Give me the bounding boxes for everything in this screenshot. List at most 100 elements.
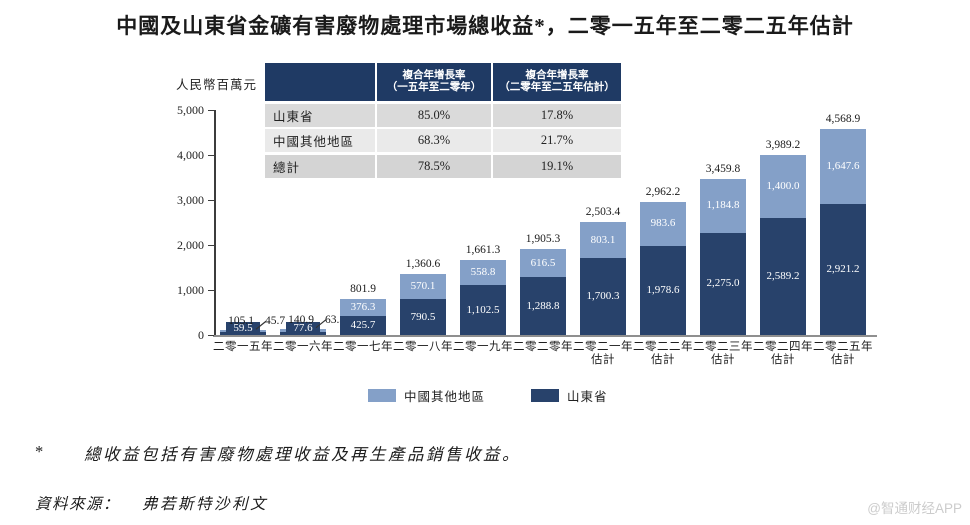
bar-total-label: 1,360.6	[405, 257, 441, 270]
cagr-header-col1: 複合年增長率 （一五年至二零年）	[377, 63, 491, 101]
x-axis-category-label: 二零一七年	[333, 341, 393, 353]
bar-segment-rest-of-china	[460, 260, 506, 286]
bar-total-label: 801.9	[350, 282, 376, 295]
bar-segment-shandong	[460, 285, 506, 335]
y-axis-tick	[208, 199, 214, 201]
x-axis-category-label-line2: 估計	[711, 354, 735, 366]
cagr-table: 複合年增長率 （一五年至二零年） 複合年增長率 （二零年至二五年估計） 山東省 …	[265, 63, 621, 178]
bar-segment-shandong	[520, 277, 566, 335]
y-axis-line	[214, 110, 216, 337]
cagr-header-col2: 複合年增長率 （二零年至二五年估計）	[493, 63, 621, 101]
bar-value-label-shandong: 1,102.5	[466, 303, 500, 316]
bar-value-label-rest-of-china: 1,647.6	[826, 159, 860, 172]
bar-segment-rest-of-china	[340, 298, 386, 316]
x-axis-category-label: 二零二三年	[693, 341, 753, 353]
x-axis-category-label-line2: 估計	[771, 354, 795, 366]
cagr-row-shandong-v1: 85.0%	[377, 103, 491, 127]
legend-label-shandong: 山東省	[567, 390, 608, 404]
x-axis-category-label: 二零二四年	[753, 341, 813, 353]
cagr-row-total-v1: 78.5%	[377, 154, 491, 178]
cagr-row-total-label: 總計	[265, 154, 375, 178]
bar-value-label-rest-of-china: 570.1	[410, 280, 436, 293]
source-line: 資料來源： 弗若斯特沙利文	[35, 492, 268, 514]
bar-value-label-shandong: 1,978.6	[646, 283, 680, 296]
x-axis-category-label: 二零二五年	[813, 341, 873, 353]
x-axis-category-label-line2: 估計	[651, 354, 675, 366]
x-axis-category-label: 二零一九年	[453, 341, 513, 353]
bar-value-label-shandong: 1,288.8	[526, 299, 560, 312]
bar-total-label: 1,905.3	[525, 233, 561, 246]
page-title: 中國及山東省金礦有害廢物處理市場總收益*，二零一五年至二零二五年估計	[116, 14, 854, 38]
y-axis-tick-label: 5,000	[177, 103, 204, 117]
source-value: 弗若斯特沙利文	[142, 496, 269, 513]
y-axis-tick	[208, 334, 214, 336]
x-axis-category-label: 二零一五年	[213, 341, 273, 353]
x-axis-category-label: 二零一八年	[393, 341, 453, 353]
legend-label-rest-of-china: 中國其他地區	[404, 390, 486, 404]
cagr-header-empty	[265, 63, 375, 101]
bar-segment-shandong	[580, 258, 626, 335]
bar-segment-rest-of-china	[400, 273, 446, 300]
y-axis-tick-label: 3,000	[177, 193, 204, 207]
x-axis-category-label-line2: 估計	[831, 354, 855, 366]
bar-value-label-rest-of-china: 803.1	[590, 233, 616, 246]
bar-total-label: 2,962.2	[645, 185, 681, 198]
legend-item-rest-of-china: 中國其他地區	[368, 386, 485, 405]
cagr-row-restofchina-v1: 68.3%	[377, 129, 491, 152]
cagr-header-col1-line1: 複合年增長率	[402, 69, 466, 81]
y-axis-tick-label: 1,000	[177, 283, 204, 297]
bar-segment-shandong	[760, 218, 806, 335]
bar-total-label: 4,568.9	[825, 113, 861, 126]
cagr-row-shandong-label: 山東省	[265, 103, 375, 127]
cagr-header-col2-line2: （二零年至二五年估計）	[499, 82, 615, 93]
bar-value-label-shandong: 2,589.2	[766, 270, 800, 283]
bar-value-label-shandong: 425.7	[350, 318, 376, 331]
bar-segment-rest-of-china	[700, 179, 746, 233]
bar-value-label-rest-of-china: 616.5	[530, 256, 556, 269]
bar-total-label: 3,459.8	[705, 163, 741, 176]
source-label: 資料來源：	[35, 496, 121, 513]
footnote-marker: *	[35, 442, 44, 461]
x-axis-category-label: 二零二零年	[513, 341, 573, 353]
bar-total-label: 1,661.3	[465, 244, 501, 257]
y-axis-tick-label: 2,000	[177, 238, 204, 252]
bar-value-label-rest-of-china: 558.8	[470, 266, 496, 279]
bar-total-label: 105.1	[228, 315, 254, 328]
cagr-row-restofchina-v2: 21.7%	[493, 129, 621, 152]
watermark: @智通财经APP	[867, 501, 962, 516]
y-axis-tick	[208, 244, 214, 246]
bar-segment-shandong	[400, 299, 446, 335]
y-axis-tick-label: 4,000	[177, 148, 204, 162]
x-axis-category-label: 二零一六年	[273, 341, 333, 353]
bar-segment-rest-of-china	[640, 201, 686, 246]
bar-total-label: 3,989.2	[765, 139, 801, 152]
bar-segment-rest-of-china	[820, 129, 866, 204]
y-axis-unit-label: 人民幣百萬元	[176, 78, 258, 92]
bar-value-callout-rest-of-china: 45.7	[264, 315, 286, 328]
bar-value-badge-shandong: 77.6	[286, 322, 320, 335]
bar-value-label-shandong: 2,275.0	[706, 277, 740, 290]
bar-segment-rest-of-china	[580, 222, 626, 259]
bar-value-badge-shandong: 59.5	[226, 322, 260, 335]
bar-segment-shandong	[340, 315, 386, 335]
cagr-row-shandong-v2: 17.8%	[493, 103, 621, 127]
bar-value-label-shandong: 1,700.3	[586, 290, 620, 303]
bar-value-label-shandong: 2,921.2	[826, 262, 860, 275]
y-axis-tick-label: 0	[198, 328, 204, 342]
x-axis-line	[213, 334, 877, 337]
bar-value-label-rest-of-china: 376.3	[350, 300, 376, 313]
y-axis-tick	[208, 289, 214, 291]
legend-swatch-shandong	[531, 389, 559, 402]
bar-total-label: 140.9	[288, 313, 314, 326]
bar-value-label-rest-of-china: 1,400.0	[766, 180, 800, 193]
bar-total-label: 2,503.4	[585, 206, 621, 219]
y-axis-tick	[208, 154, 214, 156]
legend-swatch-rest-of-china	[368, 389, 396, 402]
cagr-row-total-v2: 19.1%	[493, 154, 621, 178]
bar-value-label-rest-of-china: 983.6	[650, 217, 676, 230]
cagr-row-restofchina-label: 中國其他地區	[265, 129, 375, 152]
bar-value-label-shandong: 790.5	[410, 310, 436, 323]
cagr-header-col2-line1: 複合年增長率	[525, 69, 589, 81]
x-axis-category-label: 二零二一年	[573, 341, 633, 353]
